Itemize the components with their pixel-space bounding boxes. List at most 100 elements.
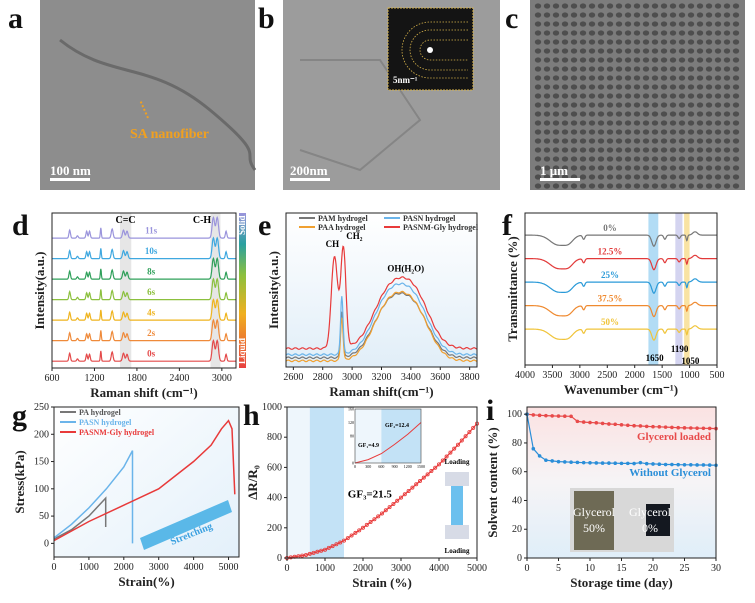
pore: [534, 111, 542, 117]
pore: [543, 57, 551, 63]
pore: [615, 138, 623, 144]
pore: [651, 129, 659, 135]
pore: [534, 12, 542, 18]
pore: [615, 102, 623, 108]
pore: [579, 84, 587, 90]
pore: [705, 39, 713, 45]
pore: [534, 183, 542, 189]
x-axis-label: Storage time (day): [570, 575, 673, 590]
data-point: [440, 458, 445, 463]
pore: [696, 30, 704, 36]
pore: [543, 102, 551, 108]
pore: [570, 102, 578, 108]
x-tick-label: 1000: [79, 562, 99, 573]
data-point: [575, 419, 580, 424]
pore: [633, 75, 641, 81]
x-tick-label: 3800: [460, 372, 480, 383]
data-point: [341, 538, 346, 543]
pore: [561, 165, 569, 171]
pore: [687, 3, 695, 9]
panel-label-b: b: [258, 2, 275, 35]
pore: [642, 111, 650, 117]
x-tick-label: 20: [648, 563, 658, 574]
pore: [579, 156, 587, 162]
pore: [696, 75, 704, 81]
pore: [633, 12, 641, 18]
pore: [606, 30, 614, 36]
data-point: [360, 525, 365, 530]
pore: [678, 3, 686, 9]
x-tick-label: 10: [585, 563, 595, 574]
pore: [660, 66, 668, 72]
series-label: 4s: [147, 308, 156, 318]
pore: [597, 21, 605, 27]
panel-label-g: g: [12, 399, 27, 432]
inset-frame: [354, 408, 422, 464]
pore: [669, 102, 677, 108]
pore: [714, 3, 722, 9]
pore: [606, 93, 614, 99]
scalebar-c: 1 μm: [540, 163, 568, 178]
pore: [624, 21, 632, 27]
x-tick-label: 2800: [313, 372, 333, 383]
data-point: [471, 425, 476, 430]
pore: [633, 3, 641, 9]
series-label: 2s: [147, 328, 156, 338]
pore: [660, 147, 668, 153]
data-point: [594, 461, 599, 465]
micrograph-c: c 1 μm: [505, 0, 745, 190]
pore: [597, 30, 605, 36]
pore: [570, 39, 578, 45]
data-point: [349, 533, 354, 538]
micrograph-b: b 5nm⁻¹ 200nm: [258, 0, 500, 190]
band-1190: [675, 213, 683, 365]
pore: [732, 93, 740, 99]
pore: [588, 138, 596, 144]
pore: [588, 57, 596, 63]
pore: [615, 57, 623, 63]
pore: [705, 111, 713, 117]
pore: [534, 84, 542, 90]
pore: [705, 75, 713, 81]
pore: [534, 57, 542, 63]
pore: [669, 147, 677, 153]
band-label: 1650: [646, 353, 665, 363]
pore: [714, 84, 722, 90]
pore: [615, 93, 623, 99]
pore: [669, 138, 677, 144]
data-point: [619, 461, 624, 466]
data-point: [626, 423, 630, 428]
y-axis-label: ΔR/R₀: [245, 465, 260, 500]
pore: [723, 138, 731, 144]
data-point: [311, 550, 316, 555]
pore: [714, 12, 722, 18]
data-point: [315, 549, 320, 554]
pore: [579, 93, 587, 99]
data-point: [594, 421, 599, 425]
x-tick-label: 2500: [597, 370, 617, 381]
pore: [570, 84, 578, 90]
pore: [696, 84, 704, 90]
pore: [723, 183, 731, 189]
band-label: 1050: [681, 356, 700, 366]
pore: [723, 129, 731, 135]
pore: [552, 120, 560, 126]
inset-y-tick-label: 80: [350, 434, 354, 439]
pore: [660, 30, 668, 36]
pore: [624, 174, 632, 180]
pore: [687, 75, 695, 81]
data-point: [600, 461, 605, 465]
pore: [660, 3, 668, 9]
pore: [705, 48, 713, 54]
x-tick-label: 4000: [429, 563, 449, 574]
pore: [615, 147, 623, 153]
pore: [687, 156, 695, 162]
pore: [606, 66, 614, 72]
pore: [606, 138, 614, 144]
pore: [687, 12, 695, 18]
pore: [534, 129, 542, 135]
pore: [696, 3, 704, 9]
annotation: Loading: [445, 547, 470, 555]
inset-x-tick-label: 1500: [417, 464, 425, 469]
pore: [561, 21, 569, 27]
